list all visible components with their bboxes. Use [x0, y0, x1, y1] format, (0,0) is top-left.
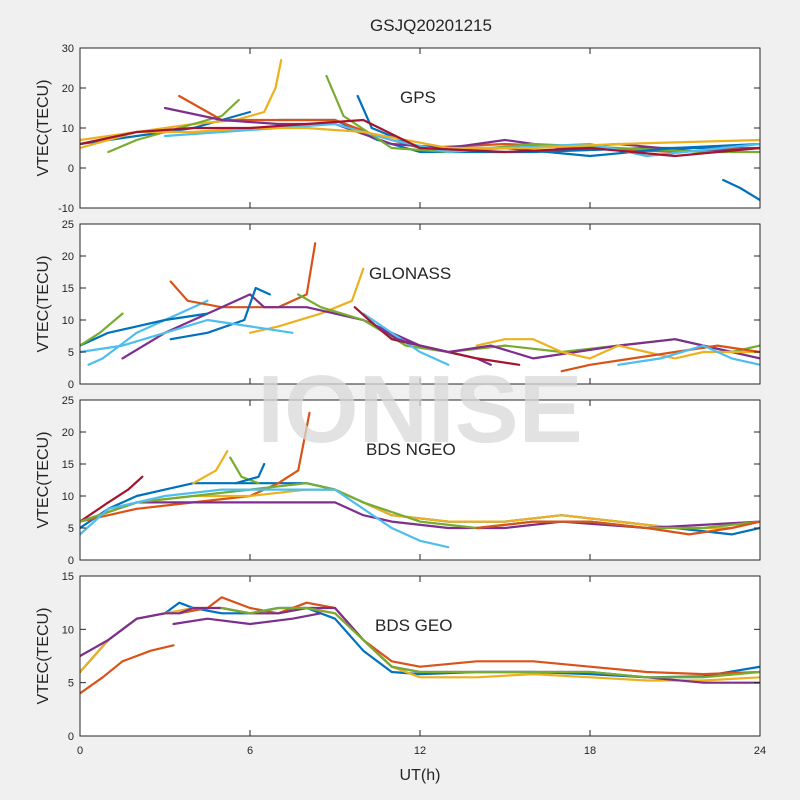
y-tick-label: 10 [62, 315, 74, 327]
y-tick-label: 20 [62, 83, 74, 95]
series-group [80, 411, 760, 549]
series-line [560, 344, 760, 373]
y-tick-label: 0 [68, 379, 74, 391]
series-line [234, 462, 266, 485]
y-tick-label: 15 [62, 283, 74, 295]
panel-label: BDS NGEO [366, 440, 456, 459]
x-tick-label: 0 [77, 745, 83, 757]
series-line [87, 299, 209, 366]
y-tick-label: 10 [62, 123, 74, 135]
panels: -10 0 10 20 30 VTEC(TECU) GPS 0 5 10 15 20 25 VTEC(TE… [35, 43, 766, 757]
y-tick-label: 5 [68, 523, 74, 535]
series-group [80, 58, 760, 202]
x-tick-label: 12 [414, 745, 426, 757]
panel-glonass: 0 5 10 15 20 25 VTEC(TECU) GLONASS [35, 219, 761, 391]
panel-label: BDS GEO [375, 616, 452, 635]
y-tick-label: 25 [62, 219, 74, 231]
y-tick-label: 15 [62, 571, 74, 583]
y-tick-label: 20 [62, 427, 74, 439]
series-line [80, 488, 760, 530]
series-line [80, 312, 124, 347]
panel-gps: -10 0 10 20 30 VTEC(TECU) GPS [35, 43, 761, 215]
y-tick-label: 0 [68, 555, 74, 567]
panel-label: GPS [400, 88, 436, 107]
plot-area [80, 576, 760, 736]
x-tick-label: 24 [754, 745, 766, 757]
figure-title: GSJQ20201215 [370, 16, 492, 35]
series-line [722, 178, 760, 202]
series-line [192, 450, 229, 485]
panel-bds-ngeo: 0 5 10 15 20 25 VTEC(TECU) BDS NGEO [35, 395, 761, 567]
series-group [80, 242, 760, 373]
series-line [80, 118, 760, 158]
series-line [475, 520, 760, 536]
panel-bds-geo: 0 6 12 18 24 0 5 10 15 VTEC(TECU) BDS GEO [35, 571, 766, 757]
y-tick-label: 0 [68, 731, 74, 743]
series-line [80, 488, 450, 549]
series-line [80, 318, 294, 354]
y-tick-label: 5 [68, 678, 74, 690]
series-line [80, 126, 760, 150]
y-axis-label: VTEC(TECU) [35, 80, 52, 177]
series-line [80, 475, 144, 523]
series-line [172, 612, 322, 626]
y-tick-label: 5 [68, 347, 74, 359]
y-tick-label: 0 [68, 163, 74, 175]
series-line [475, 338, 760, 360]
y-tick-label: 30 [62, 43, 74, 55]
series-line [220, 606, 760, 679]
series-line [617, 344, 760, 366]
series-group [80, 596, 760, 695]
y-tick-label: -10 [58, 203, 74, 215]
series-line [80, 644, 175, 695]
x-axis-label: UT(h) [400, 767, 441, 784]
y-axis-label: VTEC(TECU) [35, 256, 52, 353]
y-tick-label: 25 [62, 395, 74, 407]
x-tick-label: 6 [247, 745, 253, 757]
series-line [178, 596, 760, 676]
series-line [229, 456, 260, 485]
plot-area [80, 400, 760, 560]
y-axis-label: VTEC(TECU) [35, 432, 52, 529]
y-tick-label: 10 [62, 624, 74, 636]
y-tick-label: 10 [62, 491, 74, 503]
watermark: IONISE [257, 356, 582, 463]
y-tick-label: 20 [62, 251, 74, 263]
x-tick-label: 18 [584, 745, 596, 757]
y-axis-label: VTEC(TECU) [35, 608, 52, 705]
series-line [80, 312, 209, 347]
y-tick-label: 15 [62, 459, 74, 471]
panel-label: GLONASS [369, 264, 451, 283]
series-line [169, 286, 271, 341]
series-line [376, 325, 760, 360]
